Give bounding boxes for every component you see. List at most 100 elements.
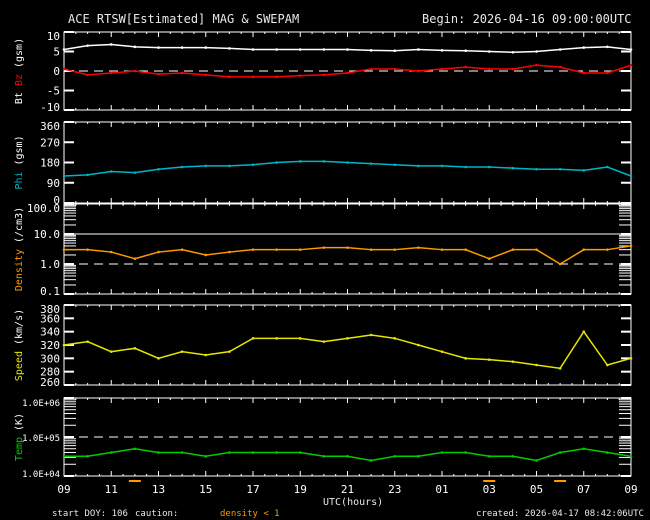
data-point — [204, 73, 208, 77]
data-point — [535, 167, 538, 171]
data-point — [180, 46, 184, 49]
data-point — [487, 454, 491, 458]
data-point — [558, 65, 562, 69]
data-point — [109, 43, 113, 46]
data-point — [62, 454, 66, 458]
y-tick-label: 10.0 — [34, 228, 61, 241]
y-label-part: (/cm3) — [14, 207, 25, 243]
data-point — [298, 451, 302, 454]
y-tick-label: 380 — [40, 303, 60, 316]
x-tick-label: 11 — [105, 483, 118, 496]
data-point — [629, 48, 633, 51]
data-point — [629, 454, 633, 458]
y-tick-label: 0 — [53, 194, 60, 207]
y-axis-label: Density (/cm3) — [14, 207, 25, 291]
data-point — [346, 454, 349, 458]
data-point — [322, 246, 326, 249]
data-point — [369, 67, 373, 71]
y-axis-label: Speed (km/s) — [14, 309, 25, 381]
data-point — [62, 48, 66, 51]
created-time: created: 2026-04-17 08:42:06UTC — [476, 509, 644, 519]
x-tick-label: 13 — [152, 483, 165, 496]
y-label-part: Bt — [14, 92, 25, 104]
data-point — [86, 248, 89, 251]
y-label-part: (gsm) — [14, 38, 25, 68]
y-tick-label: -10 — [40, 101, 60, 114]
y-tick-label: 320 — [40, 339, 60, 352]
data-point — [464, 165, 467, 169]
data-point — [322, 160, 326, 163]
panel-frame — [63, 304, 632, 386]
data-point — [157, 250, 160, 254]
data-point — [582, 248, 586, 251]
data-point — [251, 337, 255, 340]
data-point — [417, 343, 420, 347]
y-label-part: Phi — [14, 172, 25, 190]
panel-density: 0.1 1.0 10.0 100.0 Density (/cm3) — [14, 202, 633, 298]
data-point — [298, 160, 302, 163]
y-tick-label: 1.0E+04 — [22, 470, 60, 480]
panel-temp: 1.0E+04 1.0E+05 1.0E+06 Temp (K) — [14, 397, 633, 480]
caution-label: caution: — [135, 509, 179, 519]
y-label-part: Temp — [14, 437, 25, 461]
data-point — [62, 67, 66, 71]
series-temp — [64, 447, 632, 462]
data-point — [582, 447, 586, 451]
data-point — [322, 48, 326, 51]
data-point — [464, 357, 467, 360]
data-point — [86, 340, 89, 343]
x-tick-label: 19 — [294, 483, 307, 496]
data-point — [346, 48, 349, 51]
data-point — [535, 50, 538, 53]
data-point — [180, 451, 184, 454]
data-point — [487, 67, 491, 71]
data-point — [204, 164, 208, 168]
data-point — [629, 357, 633, 360]
data-point — [346, 71, 349, 75]
y-label-part: Bz — [14, 74, 25, 86]
data-point — [511, 454, 515, 458]
data-point — [558, 48, 562, 51]
data-point — [440, 350, 444, 353]
data-point — [582, 330, 586, 333]
y-tick-label: 5 — [53, 46, 60, 59]
data-point — [251, 75, 255, 79]
data-point — [393, 163, 397, 167]
data-point — [62, 174, 66, 178]
data-point — [86, 454, 89, 458]
x-tick-label: 23 — [388, 483, 401, 496]
data-point — [157, 357, 160, 360]
x-tick-label: 21 — [341, 483, 354, 496]
data-point — [251, 248, 255, 251]
data-point — [417, 164, 420, 168]
data-point — [464, 49, 467, 53]
data-point — [275, 75, 278, 79]
data-point — [275, 161, 278, 164]
data-point — [440, 248, 444, 251]
data-point — [251, 48, 255, 51]
data-point — [180, 350, 184, 353]
x-tick-label: 15 — [199, 483, 212, 496]
data-point — [393, 248, 397, 251]
panel-frame — [63, 203, 632, 295]
x-tick-label: 07 — [577, 483, 590, 496]
y-tick-label: 340 — [40, 326, 60, 339]
x-tick-label: 09 — [624, 483, 637, 496]
y-tick-label: -5 — [47, 85, 60, 98]
x-tick-label: 17 — [246, 483, 259, 496]
y-tick-label: 270 — [40, 136, 60, 149]
y-tick-label: 0.1 — [40, 285, 60, 298]
data-point — [204, 353, 208, 357]
y-axis-label: Phi (gsm) — [14, 135, 25, 189]
begin-time: Begin: 2026-04-16 09:00:00UTC — [422, 12, 632, 26]
data-point — [109, 350, 113, 353]
data-point — [228, 250, 231, 254]
data-point — [228, 47, 231, 50]
y-tick-label: 360 — [40, 312, 60, 325]
data-point — [417, 246, 420, 249]
y-tick-label: 360 — [40, 120, 60, 133]
data-point — [511, 67, 515, 71]
data-point — [464, 65, 467, 69]
